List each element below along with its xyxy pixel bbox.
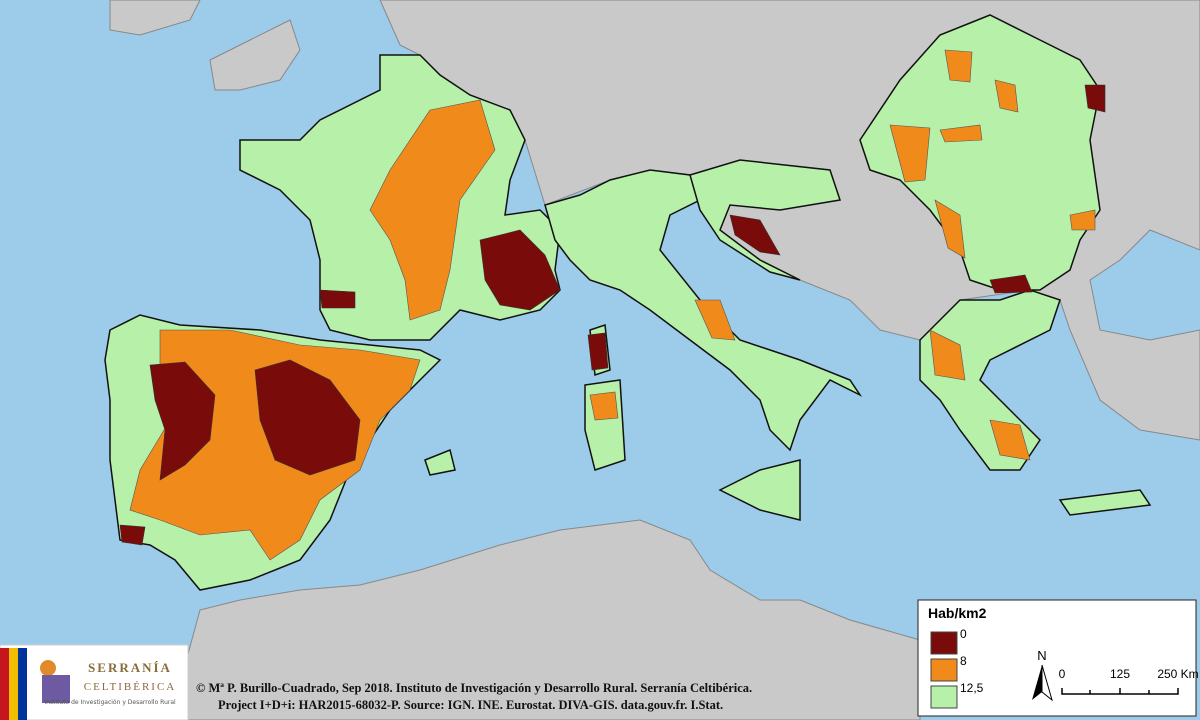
scale-bar	[1061, 688, 1179, 695]
logo-name: CELTIBÉRICA	[84, 681, 177, 693]
legend-swatch	[930, 658, 958, 682]
north-arrow	[1041, 664, 1053, 702]
logo-sun	[40, 660, 56, 676]
logo-name: SERRANÍA	[88, 660, 172, 675]
legend-label: 0	[960, 627, 967, 641]
credit-text: Project I+D+i: HAR2015-68032-P. Source: …	[218, 698, 723, 712]
legend-title: Hab/km2	[928, 605, 987, 621]
north-label: N	[1037, 648, 1046, 663]
logo-box	[0, 644, 189, 720]
flag-stripe	[9, 648, 18, 720]
legend-swatch	[930, 631, 958, 655]
scale-label: 125	[1110, 667, 1130, 681]
legend-label: 12,5	[960, 681, 984, 695]
logo-subtitle: Instituto de Investigación y Desarrollo …	[44, 699, 176, 706]
scale-label: 250 Km	[1157, 667, 1198, 681]
flag-stripe	[18, 648, 27, 720]
scale-label: 0	[1059, 667, 1066, 681]
legend-box	[917, 599, 1197, 717]
legend: Hab/km2 N 0 125 250 Km 0 8 12,5	[917, 599, 1199, 717]
north-arrow	[1032, 665, 1042, 700]
flag-stripe	[0, 648, 9, 720]
legend-swatch	[930, 685, 958, 709]
density-areas	[119, 49, 1106, 561]
logo: SERRANÍA CELTIBÉRICA Instituto de Invest…	[0, 644, 189, 720]
credit-text: Mª P. Burillo-Cuadrado, Sep 2018. Instit…	[208, 681, 752, 695]
legend-label: 8	[960, 654, 967, 668]
credit: © Mª P. Burillo-Cuadrado, Sep 2018. Inst…	[196, 681, 752, 695]
logo-mark	[42, 675, 70, 703]
